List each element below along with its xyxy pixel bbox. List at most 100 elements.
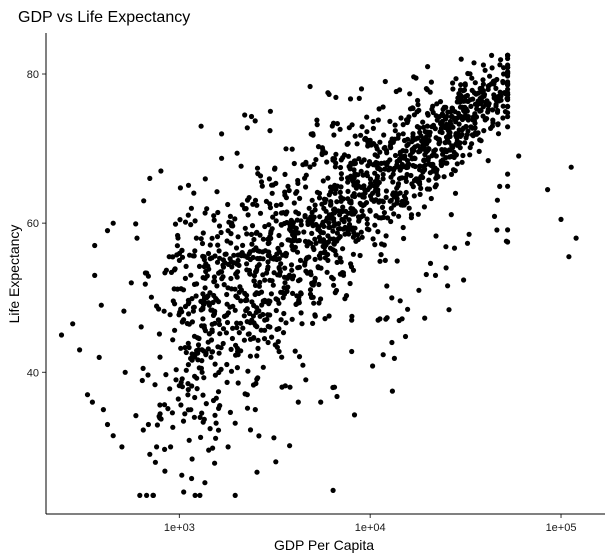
data-point xyxy=(216,405,222,411)
data-point xyxy=(370,236,376,242)
data-point xyxy=(324,159,330,165)
data-point xyxy=(398,115,404,121)
data-point xyxy=(445,125,451,131)
data-point xyxy=(191,190,197,196)
data-point xyxy=(255,375,261,381)
data-point xyxy=(215,427,222,433)
data-point xyxy=(283,320,289,326)
data-point xyxy=(254,255,261,262)
data-point xyxy=(266,176,272,182)
data-point xyxy=(397,87,403,93)
data-point xyxy=(558,216,564,222)
data-point xyxy=(365,141,371,147)
data-point xyxy=(207,290,213,296)
data-point xyxy=(318,296,324,302)
data-point xyxy=(154,444,160,450)
data-point xyxy=(346,226,352,232)
data-point xyxy=(321,196,327,202)
data-point xyxy=(413,176,419,182)
data-point xyxy=(249,223,256,229)
data-point xyxy=(418,185,424,191)
data-point xyxy=(209,327,215,333)
data-point xyxy=(280,295,286,301)
data-point xyxy=(291,200,297,206)
data-point xyxy=(358,168,364,174)
data-point xyxy=(339,216,345,223)
data-point xyxy=(315,264,321,270)
data-point xyxy=(316,195,323,201)
data-point xyxy=(307,287,314,293)
data-point xyxy=(367,207,373,213)
data-point xyxy=(271,435,277,441)
data-point xyxy=(287,384,293,390)
data-point xyxy=(464,92,470,99)
data-point xyxy=(229,335,235,342)
data-point xyxy=(459,159,465,165)
data-point xyxy=(172,327,178,333)
data-point xyxy=(467,71,473,77)
data-point xyxy=(200,419,206,425)
data-point xyxy=(247,427,254,433)
data-point xyxy=(157,411,163,417)
data-point xyxy=(234,320,240,326)
data-point xyxy=(267,108,273,114)
data-point xyxy=(183,263,189,269)
data-point xyxy=(182,411,188,417)
data-point xyxy=(316,300,322,306)
data-point xyxy=(446,307,452,313)
data-point xyxy=(354,141,360,147)
data-point xyxy=(347,280,353,287)
data-point xyxy=(265,252,271,259)
data-point xyxy=(376,165,382,172)
data-point xyxy=(228,368,235,374)
data-point xyxy=(332,190,338,196)
data-point xyxy=(178,402,184,408)
data-point xyxy=(448,122,454,128)
data-point xyxy=(325,257,331,263)
data-point xyxy=(516,153,522,159)
data-point xyxy=(278,222,285,228)
data-point xyxy=(493,85,499,91)
data-point xyxy=(244,267,250,273)
data-point xyxy=(349,177,355,183)
data-point xyxy=(247,256,253,263)
data-point xyxy=(70,321,76,327)
data-point xyxy=(207,256,213,262)
data-point xyxy=(423,134,429,140)
data-point xyxy=(462,81,468,87)
data-point xyxy=(331,282,337,288)
data-point xyxy=(382,166,388,172)
data-point xyxy=(285,274,291,280)
data-point xyxy=(505,86,511,92)
data-point xyxy=(282,383,288,389)
data-point xyxy=(251,236,257,243)
data-point xyxy=(349,313,355,319)
data-point xyxy=(495,107,501,114)
data-point xyxy=(196,365,202,371)
data-point xyxy=(270,282,276,288)
data-point xyxy=(252,197,259,203)
data-point xyxy=(240,242,246,248)
data-point xyxy=(273,296,279,302)
data-point xyxy=(487,73,493,79)
data-point xyxy=(244,405,251,411)
data-point xyxy=(234,365,240,371)
data-point xyxy=(235,352,241,358)
data-point xyxy=(326,224,332,230)
data-point xyxy=(265,259,271,265)
data-point xyxy=(477,101,484,107)
data-point xyxy=(491,92,497,98)
data-point xyxy=(463,135,469,141)
data-point xyxy=(197,414,203,420)
data-point xyxy=(352,160,358,166)
data-point xyxy=(353,238,359,244)
data-point xyxy=(282,280,288,286)
data-point xyxy=(457,133,464,139)
data-point xyxy=(180,418,187,424)
data-point xyxy=(480,77,486,83)
data-point xyxy=(399,316,405,322)
data-point xyxy=(378,252,384,258)
data-point xyxy=(276,300,282,306)
data-point xyxy=(92,272,98,278)
